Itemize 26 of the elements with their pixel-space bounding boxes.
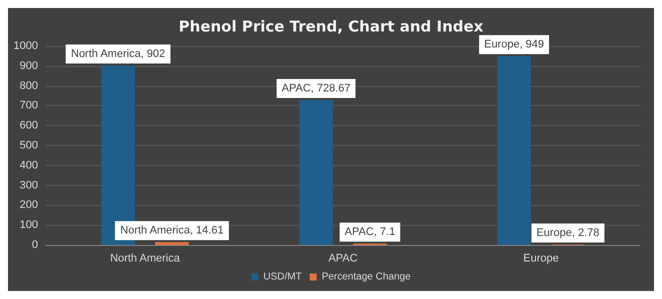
x-tick-label: Europe	[523, 252, 559, 264]
bar	[155, 242, 189, 245]
y-tick-label: 900	[20, 60, 38, 72]
y-tick-label: 300	[20, 179, 38, 192]
y-tick-label: 200	[20, 199, 38, 212]
bar	[299, 100, 333, 245]
chart-title: Phenol Price Trend, Chart and Index	[178, 18, 484, 36]
data-label: North America, 902	[70, 48, 166, 60]
y-tick-label: 500	[20, 140, 38, 152]
data-label: North America, 14.61	[120, 224, 224, 237]
x-tick-label: North America	[110, 252, 181, 264]
y-tick-label: 600	[20, 120, 38, 132]
data-label: APAC, 7.1	[344, 226, 396, 238]
y-tick-label: 800	[20, 80, 38, 92]
legend-label: USD/MT	[263, 272, 302, 282]
y-tick-label: 100	[20, 219, 38, 232]
data-label: Europe, 2.78	[536, 226, 600, 239]
x-tick-label: APAC	[328, 252, 358, 264]
legend-label: Percentage Change	[322, 272, 412, 282]
y-tick-label: 400	[20, 159, 38, 172]
data-label: Europe, 949	[484, 38, 544, 51]
y-tick-label: 1000	[14, 40, 38, 52]
y-tick-label: 0	[32, 239, 38, 251]
data-label: APAC, 728.67	[282, 82, 351, 94]
bar	[497, 56, 531, 245]
y-tick-label: 700	[20, 100, 38, 112]
